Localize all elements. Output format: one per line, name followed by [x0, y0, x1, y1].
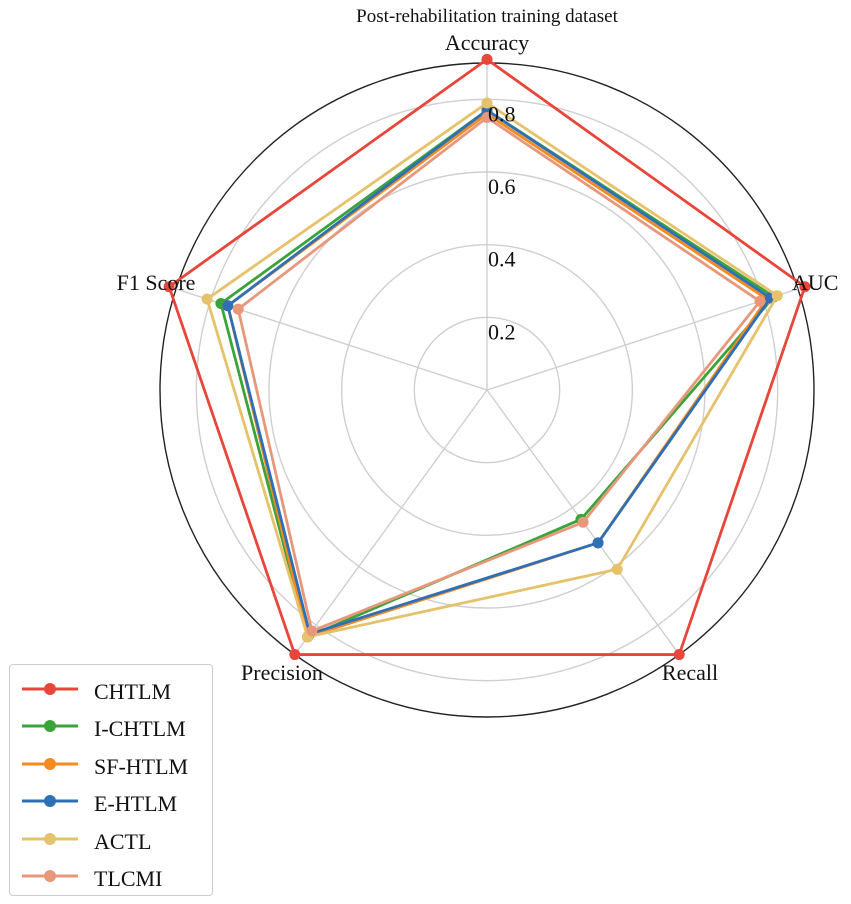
point-chtlm-precision — [289, 649, 301, 661]
legend-item-tlcmi: TLCMI — [10, 860, 210, 898]
axis-label-recall: Recall — [662, 660, 718, 685]
legend-label-i-chtlm: I-CHTLM — [94, 716, 186, 742]
legend-swatch-tlcmi — [22, 870, 78, 882]
radial-tick-label: 0.4 — [488, 247, 516, 272]
legend-item-actl: ACTL — [10, 823, 210, 861]
point-actl-accuracy — [481, 97, 493, 109]
legend-item-e-htlm: E-HTLM — [10, 785, 210, 823]
radar-spokes — [175, 63, 799, 655]
legend-label-actl: ACTL — [94, 828, 152, 854]
radial-tick-label: 0.8 — [488, 101, 516, 126]
series-line-tlcmi — [236, 116, 762, 633]
series-layer — [163, 53, 811, 661]
chart-title: Post-rehabilitation training dataset — [356, 6, 618, 27]
legend-label-sf-htlm: SF-HTLM — [94, 753, 189, 779]
point-tlcmi-precision — [306, 625, 318, 637]
axis-label-auc: AUC — [792, 270, 838, 295]
point-e-htlm-f1-score — [222, 300, 234, 312]
legend-swatch-i-chtlm — [22, 720, 78, 733]
axis-labels: 0.2 0.4 0.6 0.8 Accuracy AUC Recall Precision F1… — [117, 30, 839, 685]
series-line-chtlm — [167, 57, 807, 656]
legend-label-tlcmi: TLCMI — [94, 866, 163, 891]
point-chtlm-recall — [673, 649, 685, 661]
point-e-htlm-recall — [592, 537, 604, 549]
point-actl-f1-score — [201, 293, 213, 305]
series-tlcmi — [232, 112, 766, 637]
legend: CHTLM I-CHTLM SF-HTLM E-HTLM ACTL TLCMI — [9, 664, 213, 896]
point-chtlm-accuracy — [481, 53, 493, 65]
series-line-actl — [205, 101, 779, 639]
series-line-e-htlm — [226, 108, 772, 636]
point-tlcmi-f1-score — [232, 303, 244, 315]
legend-swatch-e-htlm — [22, 795, 78, 808]
point-actl-auc — [771, 290, 783, 302]
legend-label-e-htlm: E-HTLM — [94, 791, 178, 817]
series-chtlm — [163, 53, 811, 661]
radial-tick-label: 0.6 — [488, 174, 516, 199]
axis-label-f1-score: F1 Score — [117, 270, 196, 295]
point-chtlm-auc — [799, 281, 811, 293]
legend-label-chtlm: CHTLM — [94, 679, 171, 704]
axis-label-precision: Precision — [241, 660, 323, 685]
legend-swatch-sf-htlm — [22, 757, 78, 770]
point-tlcmi-recall — [577, 516, 589, 528]
radial-tick-label: 0.2 — [488, 319, 516, 344]
point-actl-recall — [611, 563, 623, 575]
spoke-auc — [486, 288, 799, 391]
legend-item-i-chtlm: I-CHTLM — [10, 710, 210, 748]
point-tlcmi-auc — [754, 295, 766, 307]
legend-item-chtlm: CHTLM — [10, 673, 210, 711]
point-tlcmi-accuracy — [481, 112, 493, 123]
point-chtlm-f1-score — [163, 281, 175, 293]
legend-swatch-chtlm — [22, 683, 78, 695]
spoke-precision — [294, 389, 488, 655]
axis-label-accuracy: Accuracy — [445, 30, 529, 55]
legend-item-sf-htlm: SF-HTLM — [10, 748, 210, 786]
legend-swatch-actl — [22, 832, 78, 845]
